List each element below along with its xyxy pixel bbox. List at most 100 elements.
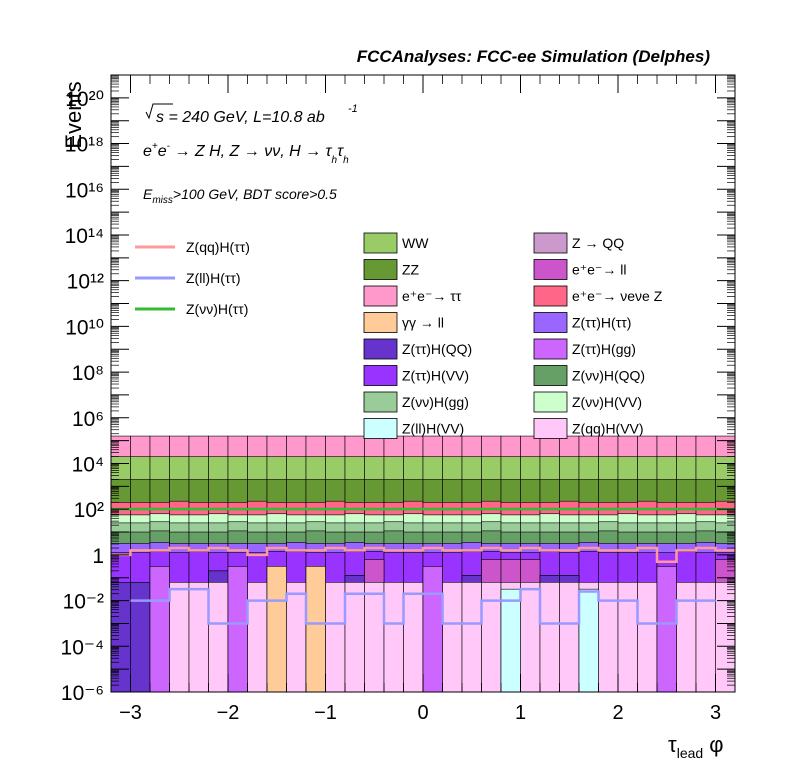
- svg-text:-1: -1: [348, 103, 358, 115]
- legend-box-label-12: Z(νν)H(gg): [402, 394, 469, 410]
- bar-0-14: [383, 582, 404, 693]
- legend-box-label-9: Z(ττ)H(gg): [572, 341, 636, 357]
- bar-0-30: [695, 582, 716, 693]
- y-tick-label-13: 10²⁰: [65, 88, 104, 111]
- bar-0-19: [481, 582, 502, 693]
- legend-box-10: [363, 365, 398, 386]
- legend-box-label-5: e⁺e⁻→ νeνe Z: [572, 288, 663, 304]
- legend-box-8: [363, 338, 398, 360]
- legend-box-4: [363, 285, 398, 307]
- signal-line-0: [111, 546, 735, 563]
- x-tick-label-3: 0: [417, 702, 428, 724]
- legend-box-15: [533, 418, 568, 439]
- legend-box-label-15: Z(qq)H(VV): [572, 421, 644, 437]
- legend-box-0: [363, 232, 398, 254]
- y-tick-label-1: 10⁻⁴: [61, 636, 104, 659]
- bar-0-26: [617, 582, 638, 693]
- x-axis-label: τlead φ: [668, 732, 724, 761]
- bar-0-5: [208, 582, 229, 693]
- bar-1-0: [110, 582, 131, 693]
- y-tick-label-8: 10¹⁰: [65, 316, 104, 339]
- annotation-selection: Emiss>100 GeV, BDT score>0.5: [143, 186, 337, 206]
- legend-box-label-6: γγ → ll: [402, 315, 444, 331]
- legend-box-label-11: Z(νν)H(QQ): [572, 368, 645, 384]
- x-tick-label-1: −2: [217, 702, 240, 724]
- y-tick-label-2: 10⁻²: [63, 591, 104, 614]
- overlay-bar-0-16: [422, 566, 443, 693]
- legend-line-label-1: Z(ll)H(ττ): [186, 270, 241, 286]
- legend-box-label-3: e⁺e⁻→ ll: [572, 262, 626, 278]
- y-tick-label-11: 10¹⁶: [65, 179, 104, 202]
- legend-box-2: [363, 259, 398, 280]
- y-tick-label-9: 10¹²: [67, 271, 104, 294]
- x-tick-label-0: −3: [119, 702, 142, 724]
- bar-0-18: [461, 582, 482, 693]
- overlay-bar-0-2: [149, 566, 170, 693]
- legend-box-1: [533, 232, 568, 254]
- legend-box-13: [533, 391, 568, 413]
- y-tick-label-5: 10⁴: [72, 453, 104, 476]
- x-tick-label-5: 2: [612, 702, 623, 724]
- bar-0-13: [364, 582, 385, 693]
- y-tick-label-4: 10²: [74, 499, 104, 522]
- x-tick-label-6: 3: [710, 702, 721, 724]
- overlay-bar-1-10: [305, 566, 326, 693]
- legend-box-label-1: Z → QQ: [572, 235, 624, 251]
- bar-0-22: [539, 582, 560, 693]
- annotation-process: e+e- → Z H, Z → νν, H → τhτh: [143, 141, 349, 166]
- bar-0-11: [325, 582, 346, 693]
- bar-0-7: [247, 582, 268, 693]
- bar-0-27: [637, 582, 658, 693]
- legend-box-label-8: Z(ττ)H(QQ): [402, 341, 472, 357]
- bar-0-17: [442, 582, 463, 693]
- svg-text:τlead φ: τlead φ: [668, 732, 724, 761]
- bar-0-15: [403, 582, 424, 693]
- bar-0-23: [559, 582, 580, 693]
- bar-0-25: [598, 582, 619, 693]
- axis-ticks: −3 −2 −1 0 1 2 3 10⁻⁶ 10⁻⁴ 10⁻² 1 10² 10⁴ 10⁶ 10⁸ 10¹⁰ 1…: [61, 74, 736, 724]
- y-tick-label-3: 1: [92, 545, 104, 568]
- legend-box-label-2: ZZ: [402, 262, 420, 278]
- bar-0-4: [188, 582, 209, 693]
- y-axis-label: Events: [61, 81, 86, 148]
- bar-0-9: [286, 582, 307, 693]
- chart-title: FCCAnalyses: FCC-ee Simulation (Delphes): [357, 47, 711, 66]
- overlay-bar-0-6: [227, 566, 248, 693]
- x-tick-label-4: 1: [515, 702, 526, 724]
- svg-text:s = 240 GeV, L=10.8 ab: s = 240 GeV, L=10.8 ab: [156, 109, 325, 126]
- legend-box-3: [533, 259, 568, 280]
- legend-box-label-13: Z(νν)H(VV): [572, 394, 642, 410]
- signal-line-1: [130, 587, 716, 625]
- legend-box-label-10: Z(ττ)H(VV): [402, 368, 469, 384]
- bar-0-3: [169, 582, 190, 693]
- bar-0-12: [344, 582, 365, 693]
- y-tick-label-0: 10⁻⁶: [61, 682, 104, 705]
- bar-1-1: [130, 582, 151, 693]
- y-tick-label-12: 10¹⁸: [65, 134, 104, 157]
- legend: Z(qq)H(ττ) Z(ll)H(ττ) Z(νν)H(ττ) WW Z → QQ ZZ…: [135, 232, 663, 439]
- legend-box-6: [363, 312, 398, 333]
- legend-box-label-14: Z(ll)H(VV): [402, 421, 464, 437]
- legend-box-14: [363, 418, 398, 439]
- legend-box-label-4: e⁺e⁻→ ττ: [402, 288, 462, 304]
- y-tick-label-7: 10⁸: [72, 362, 104, 385]
- legend-box-12: [363, 391, 398, 413]
- y-tick-label-6: 10⁶: [72, 408, 104, 431]
- legend-box-label-7: Z(ττ)H(ττ): [572, 315, 631, 331]
- signal-lines: [111, 507, 735, 625]
- annotation-energy: s = 240 GeV, L=10.8 ab -1: [145, 103, 358, 126]
- overlay-bar-0-28: [656, 566, 677, 693]
- stack-bars: [110, 435, 736, 693]
- legend-line-label-2: Z(νν)H(ττ): [186, 301, 248, 317]
- x-tick-label-2: −1: [314, 702, 337, 724]
- legend-box-9: [533, 338, 568, 360]
- legend-box-11: [533, 365, 568, 386]
- legend-box-5: [533, 285, 568, 307]
- bar-0-29: [676, 582, 697, 693]
- overlay-bar-2-24: [578, 588, 599, 693]
- legend-line-label-0: Z(qq)H(ττ): [186, 239, 250, 255]
- overlay-bar-2-20: [500, 588, 521, 693]
- bar-0-31: [715, 582, 736, 693]
- legend-box-label-0: WW: [402, 235, 429, 251]
